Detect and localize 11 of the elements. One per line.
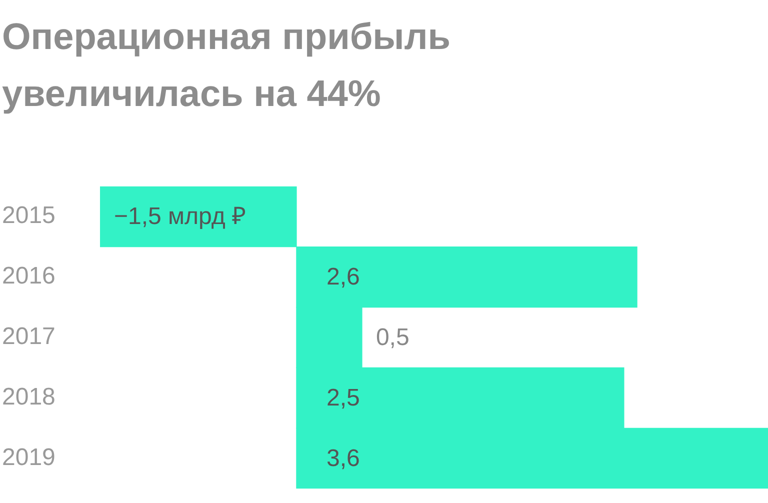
- data-label: 2,5: [326, 384, 360, 412]
- y-tick-label: 2017: [2, 323, 56, 350]
- data-label: 0,5: [376, 324, 410, 352]
- data-label: −1,5 млрд ₽: [114, 203, 246, 230]
- chart-title: Операционная прибыль увеличилась на 44%: [2, 15, 452, 116]
- y-tick-label: 2019: [2, 444, 56, 472]
- data-label: 3,6: [326, 445, 360, 472]
- y-tick-label: 2015: [2, 202, 56, 230]
- data-label: 2,6: [326, 264, 360, 291]
- y-tick-label: 2018: [2, 384, 56, 411]
- y-tick-label: 2016: [2, 262, 56, 290]
